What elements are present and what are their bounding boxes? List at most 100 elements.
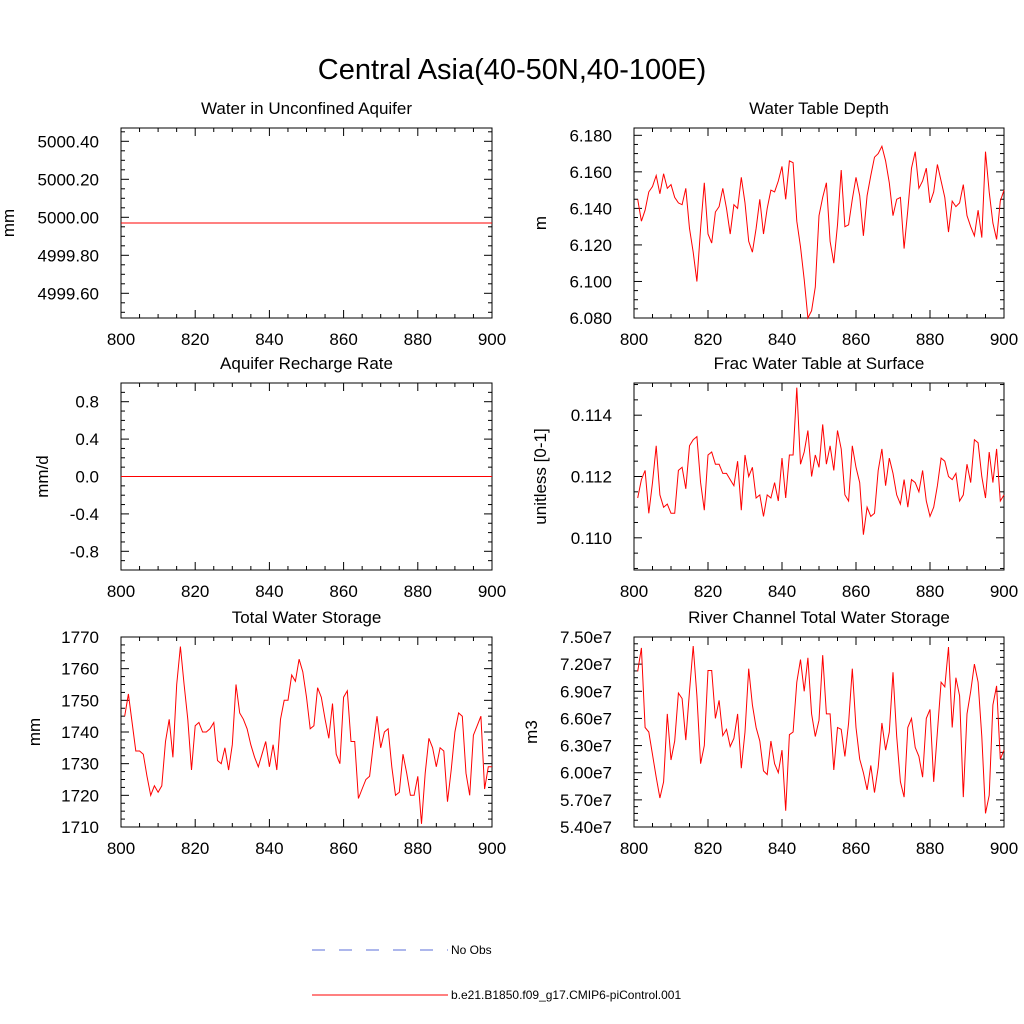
y-tick-label: 0.110: [571, 529, 612, 548]
y-tick-label: 5.40e7: [560, 818, 612, 837]
y-tick-label: 5000.00: [38, 208, 99, 227]
panel-title: Frac Water Table at Surface: [714, 354, 925, 373]
y-tick-label: 1730: [61, 755, 99, 774]
y-tick-label: 7.50e7: [560, 628, 612, 647]
x-tick-label: 860: [842, 582, 870, 601]
panel-river-channel-total-water-storage: 800 820 840 860 880 900 5.40e7 5.70e7 6.00e7 6.30…: [522, 608, 1018, 858]
x-tick-label: 860: [842, 839, 870, 858]
x-tick-label: 880: [916, 330, 944, 349]
y-tick-label: 6.160: [569, 163, 612, 182]
y-tick-label: -0.4: [70, 505, 99, 524]
y-tick-label: 6.080: [569, 309, 612, 328]
panel-aquifer-recharge-rate: 800 820 840 860 880 900 -0.8 -0.4 0.0 0.4 0.8 Aquif…: [33, 354, 506, 601]
y-tick-label: 1760: [61, 660, 99, 679]
plot-frame: [633, 636, 1005, 828]
y-tick-label: 7.20e7: [560, 655, 612, 674]
y-tick-label: -0.8: [70, 542, 99, 561]
x-tick-label: 820: [181, 330, 209, 349]
legend-label-model: b.e21.B1850.f09_g17.CMIP6-piControl.001: [451, 988, 681, 1002]
y-axis-label: mm: [0, 209, 18, 237]
x-tick-label: 800: [620, 839, 648, 858]
y-tick-label: 1720: [61, 786, 99, 805]
x-tick-label: 860: [842, 330, 870, 349]
y-tick-label: 4999.80: [38, 246, 99, 265]
y-tick-label: 6.90e7: [560, 682, 612, 701]
x-tick-label: 880: [404, 839, 432, 858]
y-axis-label: unitless [0-1]: [531, 428, 550, 524]
y-tick-label: 0.8: [75, 393, 99, 412]
x-tick-label: 800: [620, 330, 648, 349]
x-tick-label: 820: [181, 839, 209, 858]
y-tick-label: 6.140: [569, 199, 612, 218]
y-tick-label: 6.100: [569, 272, 612, 291]
x-tick-label: 900: [478, 839, 506, 858]
y-axis-label: m3: [522, 720, 541, 744]
y-tick-label: 6.30e7: [560, 737, 612, 756]
x-tick-label: 840: [255, 330, 283, 349]
y-tick-label: 6.60e7: [560, 709, 612, 728]
panel-water-in-unconfined-aquifer: 800 820 840 860 880 900 4999.60 4999.80 5000.00 5…: [0, 99, 506, 349]
y-tick-label: 0.114: [571, 406, 612, 425]
series-line: [637, 645, 1005, 814]
x-tick-label: 900: [990, 839, 1018, 858]
x-tick-label: 800: [107, 330, 135, 349]
x-tick-label: 800: [107, 582, 135, 601]
x-tick-label: 880: [404, 582, 432, 601]
x-tick-label: 860: [329, 839, 357, 858]
x-tick-label: 900: [478, 582, 506, 601]
x-tick-label: 900: [478, 330, 506, 349]
y-tick-label: 4999.60: [38, 284, 99, 303]
panel-title: Water in Unconfined Aquifer: [201, 99, 412, 118]
x-tick-label: 820: [694, 582, 722, 601]
legend: No Obs b.e21.B1850.f09_g17.CMIP6-piContr…: [312, 943, 681, 1002]
series-line: [124, 646, 492, 824]
panel-title: River Channel Total Water Storage: [688, 608, 950, 627]
x-tick-label: 900: [990, 582, 1018, 601]
x-tick-label: 860: [329, 582, 357, 601]
x-tick-label: 840: [255, 839, 283, 858]
panel-title: Total Water Storage: [232, 608, 382, 627]
x-tick-label: 820: [181, 582, 209, 601]
y-tick-label: 6.180: [569, 126, 612, 145]
legend-label-no-obs: No Obs: [451, 943, 492, 957]
x-tick-label: 880: [404, 330, 432, 349]
x-tick-label: 840: [768, 839, 796, 858]
y-tick-label: 6.00e7: [560, 764, 612, 783]
y-tick-label: 0.4: [75, 430, 99, 449]
y-tick-label: 1770: [61, 628, 99, 647]
y-tick-label: 0.112: [571, 468, 612, 487]
x-tick-label: 900: [990, 330, 1018, 349]
x-tick-label: 840: [255, 582, 283, 601]
series-line: [637, 387, 1005, 535]
x-tick-label: 820: [694, 330, 722, 349]
x-tick-label: 840: [768, 330, 796, 349]
x-tick-label: 820: [694, 839, 722, 858]
y-tick-label: 6.120: [569, 236, 612, 255]
x-tick-label: 880: [916, 839, 944, 858]
y-tick-label: 1710: [61, 818, 99, 837]
x-tick-label: 860: [329, 330, 357, 349]
y-axis-label: mm/d: [33, 455, 52, 498]
series-line: [637, 144, 1005, 320]
y-tick-label: 5000.20: [38, 170, 99, 189]
x-tick-label: 800: [107, 839, 135, 858]
x-tick-label: 880: [916, 582, 944, 601]
y-tick-label: 1750: [61, 691, 99, 710]
y-tick-label: 0.0: [75, 468, 99, 487]
x-tick-label: 840: [768, 582, 796, 601]
panel-water-table-depth: 800 820 840 860 880 900 6.080 6.100 6.120 6.140 6.…: [531, 99, 1018, 349]
panel-frac-water-table-at-surface: 800 820 840 860 880 900 0.110 0.112 0.114 Frac Wa…: [531, 354, 1018, 601]
y-tick-label: 1740: [61, 723, 99, 742]
y-axis-label: m: [531, 216, 550, 230]
panel-title: Water Table Depth: [749, 99, 889, 118]
figure-title: Central Asia(40-50N,40-100E): [318, 54, 706, 86]
plot-frame: [120, 636, 493, 828]
y-tick-label: 5.70e7: [560, 791, 612, 810]
panels: 800 820 840 860 880 900 4999.60 4999.80 5000.00 5…: [0, 99, 1018, 858]
panel-total-water-storage: 800 820 840 860 880 900 1710 1720 1730 1740 1750 17…: [25, 608, 506, 858]
x-tick-label: 800: [620, 582, 648, 601]
panel-title: Aquifer Recharge Rate: [220, 354, 393, 373]
y-tick-label: 5000.40: [38, 132, 99, 151]
y-axis-label: mm: [25, 718, 44, 746]
